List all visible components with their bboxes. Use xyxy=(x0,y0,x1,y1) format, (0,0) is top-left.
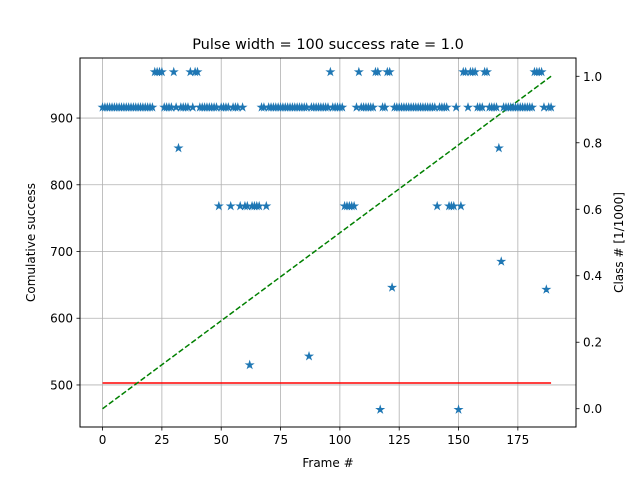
data-point xyxy=(441,102,452,112)
data-point xyxy=(379,102,390,112)
data-point xyxy=(237,102,248,112)
data-point xyxy=(387,282,398,292)
y2-axis-label: Class # [1/1000] xyxy=(612,192,626,293)
data-point xyxy=(337,102,348,112)
data-point xyxy=(462,102,474,112)
x-tick-label: 175 xyxy=(506,433,529,447)
data-point xyxy=(453,404,464,414)
data-point xyxy=(173,142,184,153)
y-tick-label: 900 xyxy=(50,112,73,126)
data-point xyxy=(493,142,504,153)
y2-tick-label: 0.2 xyxy=(583,336,602,350)
x-tick-label: 150 xyxy=(447,433,470,447)
data-point xyxy=(261,200,272,211)
data-point xyxy=(372,66,383,77)
data-point xyxy=(353,66,364,77)
x-tick-label: 0 xyxy=(99,433,107,447)
data-point xyxy=(192,66,203,77)
y-tick-label: 700 xyxy=(50,245,73,259)
data-point xyxy=(147,102,158,112)
data-point xyxy=(325,66,336,77)
data-point xyxy=(368,102,379,112)
data-point xyxy=(303,350,315,361)
axis-ticks: 0 25 50 75 100 125 150 175 500 600 700 800 900 0.0 0.2… xyxy=(50,70,602,447)
chart-title: Pulse width = 100 success rate = 1.0 xyxy=(192,37,464,53)
x-tick-label: 125 xyxy=(388,433,411,447)
x-tick-label: 25 xyxy=(154,433,169,447)
x-axis-label: Frame # xyxy=(302,456,353,470)
data-point xyxy=(527,102,538,112)
y2-tick-label: 0.8 xyxy=(583,136,602,150)
grid xyxy=(80,58,576,427)
data-point xyxy=(213,200,224,211)
data-point xyxy=(541,284,552,294)
data-point xyxy=(156,66,167,77)
data-point xyxy=(536,66,547,77)
data-point xyxy=(349,200,360,211)
data-point xyxy=(244,359,255,370)
y-tick-label: 800 xyxy=(50,178,73,192)
y2-tick-label: 0.0 xyxy=(583,402,602,416)
data-point xyxy=(384,66,395,77)
y2-tick-label: 1.0 xyxy=(583,70,602,84)
series-points xyxy=(97,66,557,414)
plot-frame xyxy=(79,57,577,428)
x-tick-label: 75 xyxy=(273,433,288,447)
y-tick-label: 500 xyxy=(50,378,73,392)
data-point xyxy=(470,66,481,77)
y-tick-label: 600 xyxy=(50,312,73,326)
trend-line-dashed xyxy=(102,75,552,410)
data-point xyxy=(225,200,236,211)
y-axis-label: Comulative success xyxy=(24,183,38,302)
series-lines xyxy=(102,75,552,410)
data-point xyxy=(375,404,386,414)
data-point xyxy=(432,200,443,211)
y2-tick-label: 0.6 xyxy=(583,203,602,217)
data-point xyxy=(496,256,507,266)
x-tick-label: 100 xyxy=(328,433,351,447)
data-point xyxy=(546,102,557,112)
data-point xyxy=(481,66,493,77)
data-point xyxy=(451,102,462,112)
x-tick-label: 50 xyxy=(214,433,229,447)
data-point xyxy=(455,200,466,211)
y2-tick-label: 0.4 xyxy=(583,269,602,283)
data-point xyxy=(168,66,179,77)
